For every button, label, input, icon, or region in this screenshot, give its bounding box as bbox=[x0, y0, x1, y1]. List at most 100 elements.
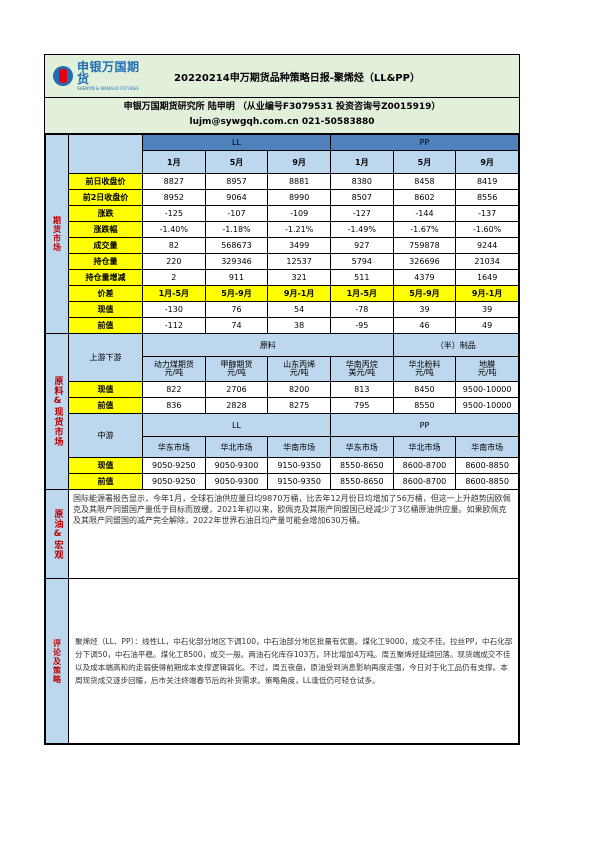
futures-cell: 8419 bbox=[455, 173, 519, 190]
spot-cell: 8450 bbox=[392, 381, 457, 398]
product-group: （半）制品 bbox=[392, 333, 520, 357]
downstream-label: 中游 bbox=[68, 413, 143, 458]
month-header: 9月 bbox=[267, 150, 331, 174]
company-logo: 申银万国期货 SHENYIN & WANGUO FUTURES bbox=[53, 59, 147, 93]
market-header: 华南市场 bbox=[267, 436, 331, 458]
market-cell: 8600-8850 bbox=[455, 457, 519, 474]
logo-cn: 申银万国期货 bbox=[77, 60, 140, 86]
futures-cell: 911 bbox=[204, 269, 269, 286]
futures-cell: 220 bbox=[142, 253, 206, 270]
market-cell: 8550-8650 bbox=[329, 473, 394, 490]
market-cell: 9050-9250 bbox=[142, 457, 206, 474]
spread-cell: 49 bbox=[455, 317, 519, 334]
futures-cell: 8827 bbox=[142, 173, 206, 190]
futures-cell: -1.60% bbox=[455, 221, 519, 238]
spread-header-cell: 9月-1月 bbox=[267, 285, 331, 302]
spot-item-header: 地膜 元/吨 bbox=[455, 356, 519, 382]
futures-cell: -127 bbox=[329, 205, 394, 222]
market-header: 华南市场 bbox=[455, 436, 519, 458]
spot-row-label: 前值 bbox=[68, 397, 143, 414]
futures-cell: -1.67% bbox=[392, 221, 457, 238]
spot-table: 原料&现货市场 上游下游 原料 （半）制品 动力煤期货 元/吨 甲醇期货 元/吨 山… bbox=[45, 333, 520, 490]
market-header: 华北市场 bbox=[392, 436, 457, 458]
market-header: 华东市场 bbox=[142, 436, 206, 458]
spot-cell: 9500-10000 bbox=[455, 381, 519, 398]
spread-row-label: 现值 bbox=[68, 301, 143, 318]
logo-en: SHENYIN & WANGUO FUTURES bbox=[77, 86, 139, 91]
spot-cell: 9500-10000 bbox=[455, 397, 519, 414]
futures-cell: 568673 bbox=[204, 237, 269, 254]
market-row-label: 前值 bbox=[68, 473, 143, 490]
spot-cell: 8200 bbox=[267, 381, 331, 398]
futures-cell: -1.40% bbox=[142, 221, 206, 238]
futures-cell: 927 bbox=[329, 237, 394, 254]
spot-cell: 8275 bbox=[267, 397, 331, 414]
market-row-label: 现值 bbox=[68, 457, 143, 474]
futures-corner bbox=[68, 134, 143, 174]
spread-cell: -130 bbox=[142, 301, 206, 318]
report-header: 申银万国期货 SHENYIN & WANGUO FUTURES 20220214… bbox=[45, 55, 519, 134]
futures-cell: 511 bbox=[329, 269, 394, 286]
text-table: 原油&宏观 国际能源署报告显示，今年1月，全球石油供应量日均9870万桶，比去年… bbox=[45, 489, 519, 744]
futures-cell: 8507 bbox=[329, 189, 394, 206]
market-cell: 9150-9350 bbox=[267, 457, 331, 474]
futures-cell: 9244 bbox=[455, 237, 519, 254]
comment-text: 聚烯烃（LL、PP）：线性LL，中石化部分地区下调100，中石油部分地区批量有优… bbox=[68, 578, 519, 744]
futures-cell: 329346 bbox=[204, 253, 269, 270]
spread-cell: 39 bbox=[392, 301, 457, 318]
spread-cell: 39 bbox=[455, 301, 519, 318]
comment-side-label: 评论及策略 bbox=[45, 578, 69, 744]
spot-item-header: 华南丙烷 美元/吨 bbox=[329, 356, 394, 382]
futures-cell: 82 bbox=[142, 237, 206, 254]
futures-cell: 8990 bbox=[267, 189, 331, 206]
spot-cell: 836 bbox=[142, 397, 206, 414]
futures-row-label: 涨跌 bbox=[68, 205, 143, 222]
futures-side-label: 期货市场 bbox=[45, 134, 69, 334]
spread-row-label: 前值 bbox=[68, 317, 143, 334]
spot-cell: 2706 bbox=[204, 381, 269, 398]
spread-cell: 38 bbox=[267, 317, 331, 334]
spread-header-cell: 1月-5月 bbox=[142, 285, 206, 302]
spot-cell: 795 bbox=[329, 397, 394, 414]
futures-cell: -137 bbox=[455, 205, 519, 222]
spread-header-cell: 1月-5月 bbox=[329, 285, 394, 302]
futures-cell: -107 bbox=[204, 205, 269, 222]
spread-cell: 76 bbox=[204, 301, 269, 318]
spot-row-label: 现值 bbox=[68, 381, 143, 398]
futures-cell: 4379 bbox=[392, 269, 457, 286]
spread-cell: -95 bbox=[329, 317, 394, 334]
futures-cell: 12537 bbox=[267, 253, 331, 270]
spot-cell: 813 bbox=[329, 381, 394, 398]
futures-cell: 759878 bbox=[392, 237, 457, 254]
futures-row-label: 前日收盘价 bbox=[68, 173, 143, 190]
spot-cell: 822 bbox=[142, 381, 206, 398]
futures-row-label: 涨跌幅 bbox=[68, 221, 143, 238]
futures-cell: 1649 bbox=[455, 269, 519, 286]
futures-cell: 8458 bbox=[392, 173, 457, 190]
spread-cell: 46 bbox=[392, 317, 457, 334]
futures-cell: -125 bbox=[142, 205, 206, 222]
spread-cell: -112 bbox=[142, 317, 206, 334]
month-header: 9月 bbox=[455, 150, 519, 174]
futures-cell: -1.18% bbox=[204, 221, 269, 238]
market-cell: 9050-9300 bbox=[204, 473, 269, 490]
market-cell: 8600-8700 bbox=[392, 473, 457, 490]
market-cell: 9050-9250 bbox=[142, 473, 206, 490]
spread-header-cell: 5月-9月 bbox=[204, 285, 269, 302]
spot-side-label: 原料&现货市场 bbox=[45, 333, 69, 490]
futures-cell: 8957 bbox=[204, 173, 269, 190]
futures-cell: 21034 bbox=[455, 253, 519, 270]
spread-header-cell: 5月-9月 bbox=[392, 285, 457, 302]
market-cell: 8600-8700 bbox=[392, 457, 457, 474]
market-cell: 9150-9350 bbox=[267, 473, 331, 490]
month-header: 5月 bbox=[392, 150, 457, 174]
spread-cell: 74 bbox=[204, 317, 269, 334]
futures-row-label: 前2日收盘价 bbox=[68, 189, 143, 206]
futures-cell: 8881 bbox=[267, 173, 331, 190]
spread-header-label: 价差 bbox=[68, 285, 143, 302]
month-header: 5月 bbox=[204, 150, 269, 174]
contact-line: lujm@sywgqh.com.cn 021-50583880 bbox=[189, 117, 375, 127]
spot-item-header: 动力煤期货 元/吨 bbox=[142, 356, 206, 382]
market-cell: 8550-8650 bbox=[329, 457, 394, 474]
futures-cell: -109 bbox=[267, 205, 331, 222]
